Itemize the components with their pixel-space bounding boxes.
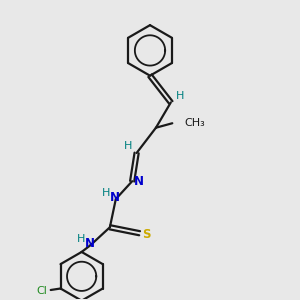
Text: N: N	[110, 191, 120, 204]
Text: Cl: Cl	[36, 286, 47, 296]
Text: H: H	[77, 234, 85, 244]
Text: N: N	[85, 237, 95, 250]
Text: N: N	[134, 175, 144, 188]
Text: S: S	[142, 228, 150, 241]
Text: H: H	[124, 141, 133, 152]
Text: H: H	[102, 188, 110, 197]
Text: H: H	[176, 91, 184, 101]
Text: CH₃: CH₃	[184, 118, 205, 128]
